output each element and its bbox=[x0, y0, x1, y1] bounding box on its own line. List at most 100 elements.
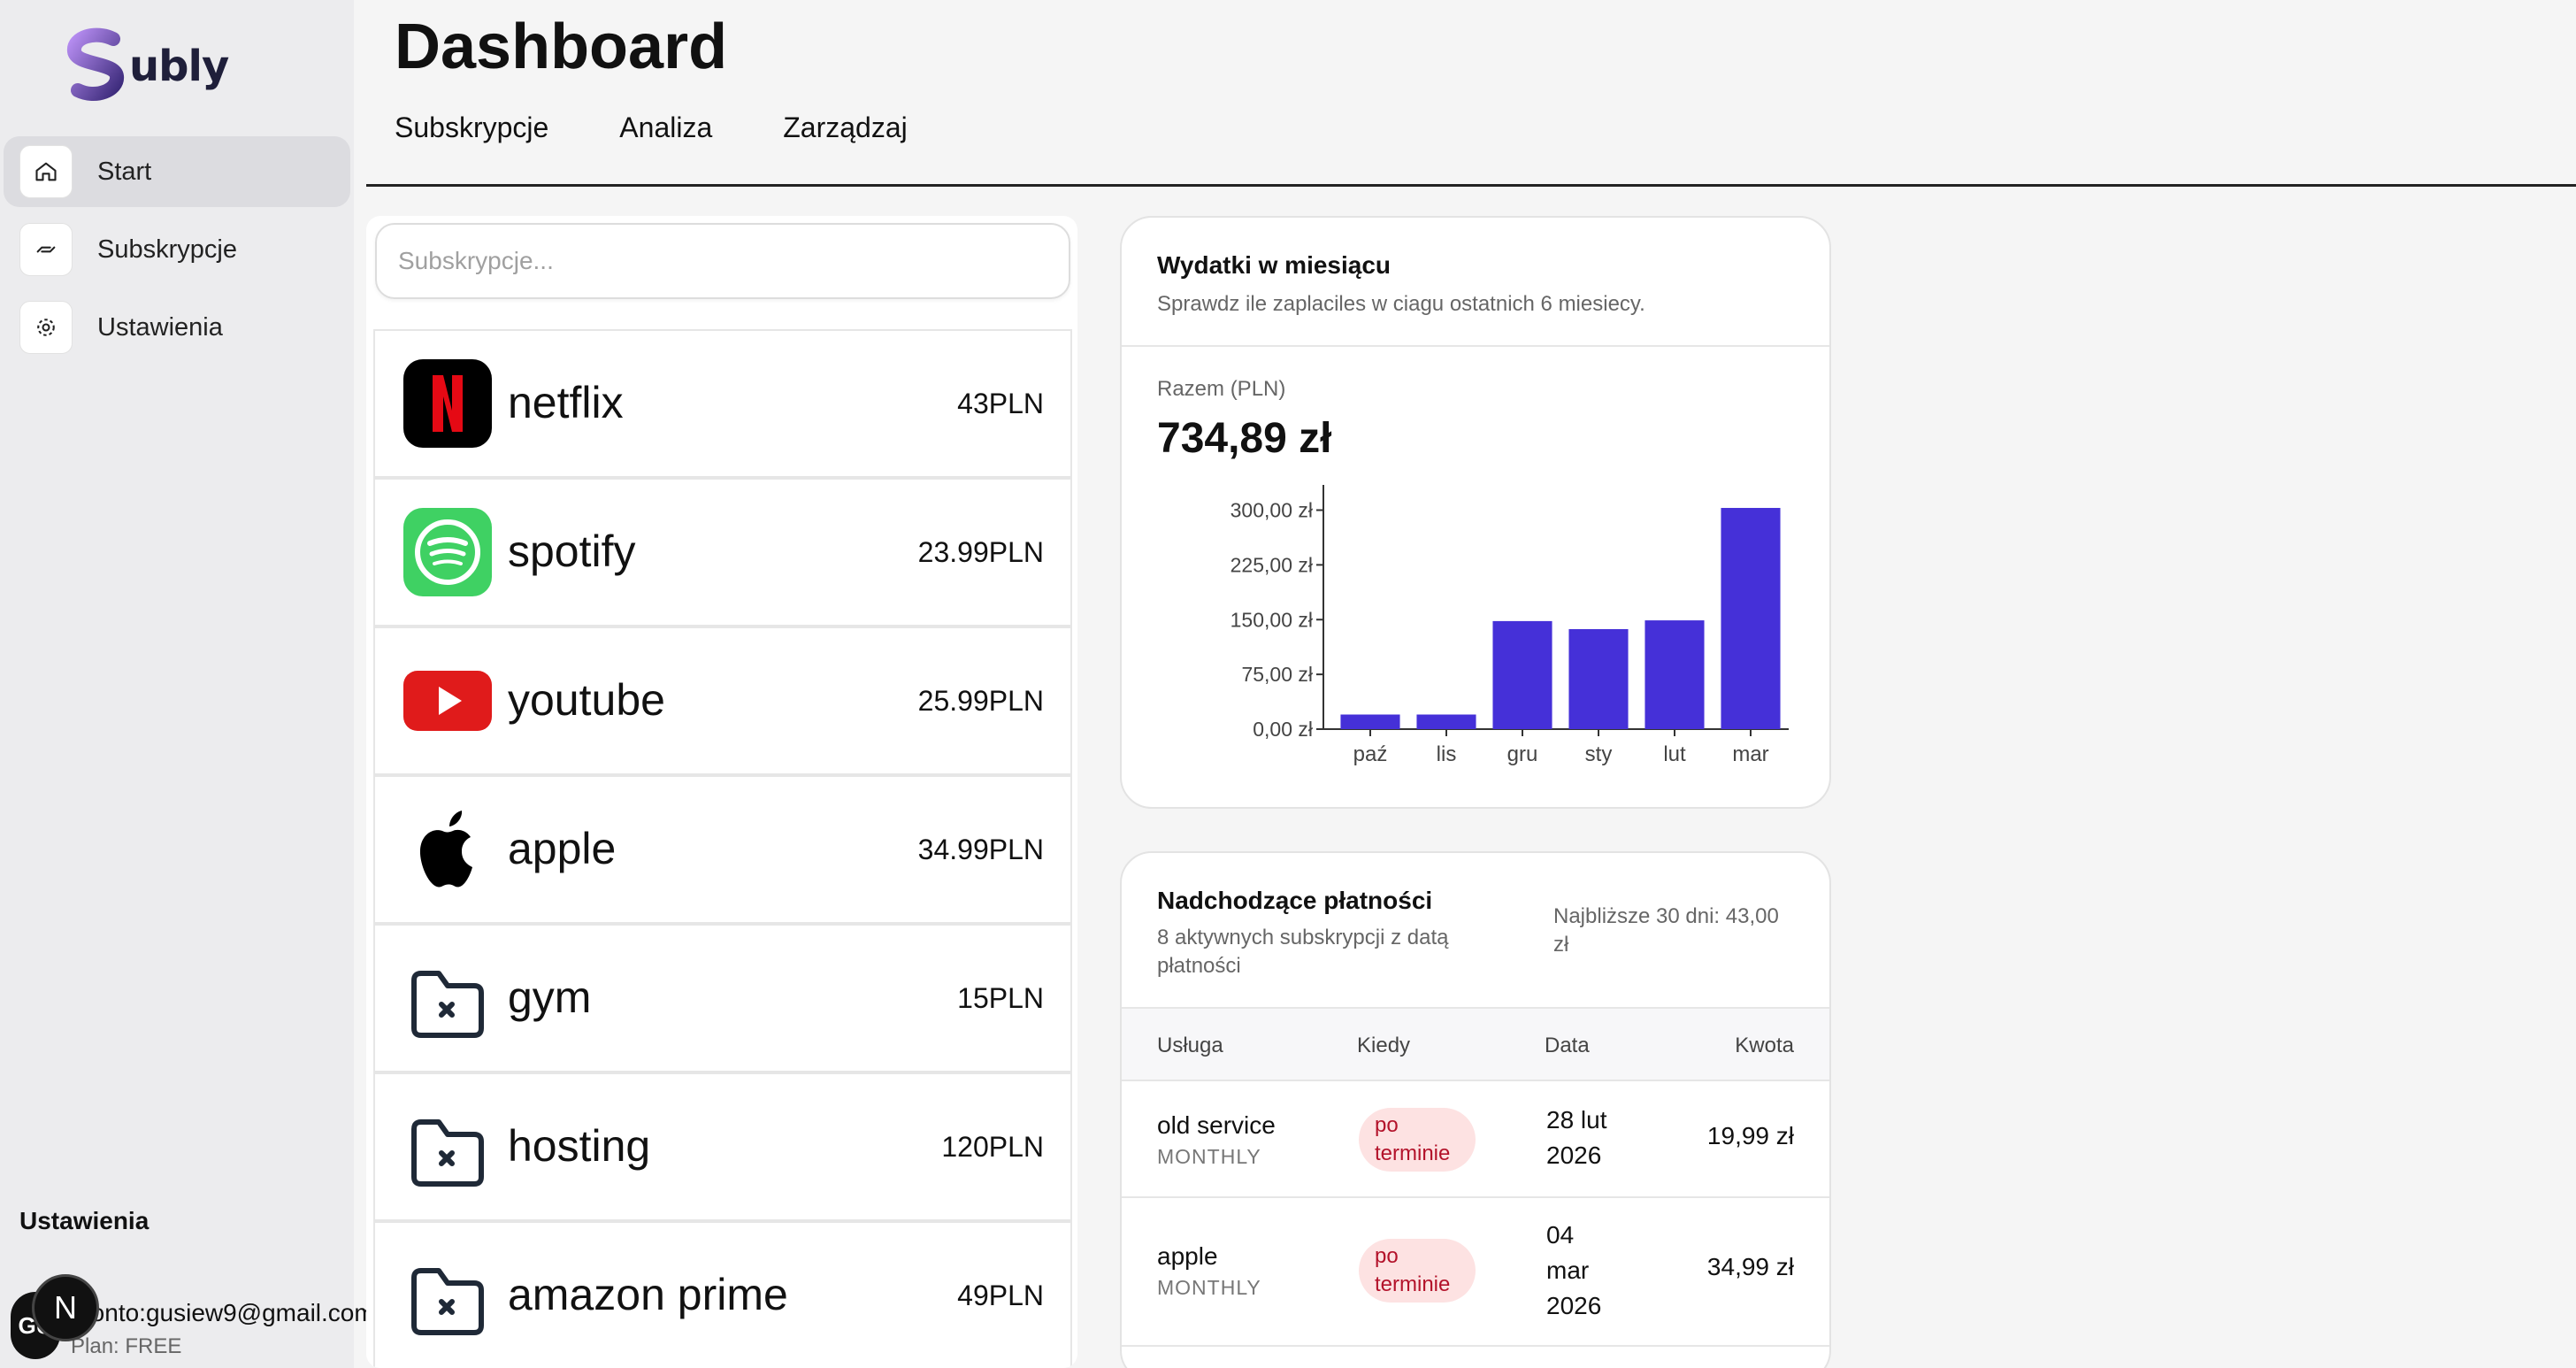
subscription-name: youtube bbox=[508, 675, 665, 725]
payment-amount: 34,99 zł bbox=[1706, 1253, 1794, 1280]
y-tick-label: 75,00 zł bbox=[1241, 663, 1313, 686]
sidebar-item-label: Subskrypcje bbox=[97, 234, 237, 264]
subscription-name: amazon prime bbox=[508, 1270, 788, 1319]
subscription-price: 25.99PLN bbox=[917, 685, 1044, 717]
column-header-date: Data bbox=[1545, 1034, 1590, 1057]
list-item[interactable]: youtube 25.99PLN bbox=[373, 626, 1072, 775]
search-input[interactable] bbox=[375, 223, 1070, 299]
netflix-icon bbox=[403, 359, 492, 448]
total-value: 734,89 zł bbox=[1157, 415, 1332, 462]
spending-bar-chart: 0,00 zł 75,00 zł 150,00 zł 225,00 zł 300,00 … bbox=[1230, 485, 1789, 766]
x-tick-label: lis bbox=[1437, 742, 1457, 766]
payment-date: 28 lut 2026 bbox=[1546, 1106, 1607, 1169]
subscription-price: 34.99PLN bbox=[917, 834, 1044, 865]
sidebar-item-subskrypcje[interactable]: Subskrypcje bbox=[4, 214, 350, 285]
tab-analiza[interactable]: Analiza bbox=[619, 111, 713, 143]
account-email: Konto:gusiew9@gmail.com bbox=[74, 1299, 375, 1326]
dev-tools-badge[interactable]: N bbox=[32, 1274, 99, 1341]
account-info[interactable]: GU Konto:gusiew9@gmail.com Plan: FREE N bbox=[0, 1274, 407, 1363]
home-icon bbox=[19, 145, 73, 198]
list-item[interactable]: hosting 120PLN bbox=[373, 1072, 1072, 1221]
chart-bar bbox=[1644, 620, 1705, 729]
folder-x-icon bbox=[411, 971, 484, 1038]
service-frequency: MONTHLY bbox=[1157, 1276, 1261, 1299]
service-frequency: MONTHLY bbox=[1157, 1145, 1261, 1168]
logo-s-icon bbox=[67, 27, 124, 101]
settings-section-label[interactable]: Ustawienia bbox=[19, 1207, 150, 1234]
card-title: Nadchodzące płatności bbox=[1157, 887, 1433, 914]
chart-bar bbox=[1568, 628, 1629, 729]
column-header-amount: Kwota bbox=[1735, 1034, 1794, 1057]
chart-bar bbox=[1416, 714, 1476, 729]
subscriptions-icon bbox=[19, 223, 73, 276]
settings-icon bbox=[19, 301, 73, 354]
account-plan: Plan: FREE bbox=[71, 1334, 182, 1358]
service-name: apple bbox=[1157, 1242, 1218, 1270]
sidebar-nav: Start Subskrypcje Ustawienia bbox=[0, 136, 354, 370]
chart-bar bbox=[1492, 620, 1552, 729]
subscription-name: spotify bbox=[508, 526, 636, 576]
tab-zarzadzaj[interactable]: Zarządzaj bbox=[783, 111, 908, 143]
y-tick-label: 300,00 zł bbox=[1230, 499, 1313, 522]
list-item[interactable]: netflix 43PLN bbox=[373, 329, 1072, 478]
x-tick-label: paź bbox=[1353, 742, 1388, 766]
sidebar-item-ustawienia[interactable]: Ustawienia bbox=[4, 292, 350, 363]
column-header-service: Usługa bbox=[1157, 1034, 1223, 1057]
header-divider bbox=[366, 184, 2576, 187]
sidebar-item-start[interactable]: Start bbox=[4, 136, 350, 207]
y-tick-label: 150,00 zł bbox=[1230, 608, 1313, 631]
tab-subskrypcje[interactable]: Subskrypcje bbox=[395, 111, 549, 143]
list-item[interactable]: amazon prime 49PLN bbox=[373, 1221, 1072, 1368]
chart-bar bbox=[1340, 714, 1400, 729]
subscription-price: 43PLN bbox=[957, 388, 1044, 419]
card-subtitle: Sprawdz ile zaplaciles w ciagu ostatnich… bbox=[1157, 292, 1645, 316]
subscription-name: apple bbox=[508, 824, 617, 873]
table-row[interactable]: old service MONTHLY po terminie 28 lut 2… bbox=[1122, 1081, 1829, 1198]
next-30-days-summary: Najbliższe 30 dni: 43,00 zł bbox=[1553, 904, 1779, 957]
x-tick-label: mar bbox=[1732, 742, 1768, 766]
subscription-list-panel: netflix 43PLN spotify 23.99PLN youtube 2… bbox=[366, 216, 1077, 1368]
y-tick-label: 225,00 zł bbox=[1230, 553, 1313, 576]
subscription-price: 15PLN bbox=[957, 982, 1044, 1014]
x-tick-label: gru bbox=[1507, 742, 1538, 766]
youtube-icon bbox=[403, 671, 492, 731]
chart-bar bbox=[1721, 508, 1781, 729]
x-tick-label: sty bbox=[1585, 742, 1613, 766]
app-name: ubly bbox=[129, 42, 229, 91]
sidebar-item-label: Start bbox=[97, 157, 152, 186]
subscription-price: 23.99PLN bbox=[917, 536, 1044, 568]
folder-x-icon bbox=[411, 1119, 484, 1187]
subscription-name: gym bbox=[508, 972, 592, 1022]
subscription-price: 49PLN bbox=[957, 1280, 1044, 1311]
subscription-name: netflix bbox=[508, 378, 624, 427]
x-tick-label: lut bbox=[1663, 742, 1686, 766]
status-badge: po terminie bbox=[1359, 1108, 1476, 1172]
subscription-name: hosting bbox=[508, 1121, 651, 1171]
monthly-spending-card: Wydatki w miesiącu Sprawdz ile zaplacile… bbox=[1120, 216, 1831, 809]
spotify-icon bbox=[403, 508, 492, 596]
app-logo[interactable]: ubly bbox=[60, 27, 229, 103]
column-header-when: Kiedy bbox=[1357, 1034, 1411, 1057]
apple-icon bbox=[419, 811, 472, 888]
payment-date: 04 mar 2026 bbox=[1546, 1221, 1602, 1319]
y-tick-label: 0,00 zł bbox=[1253, 718, 1313, 741]
tab-bar: Subskrypcje Analiza Zarządzaj bbox=[395, 111, 978, 144]
subscription-price: 120PLN bbox=[941, 1131, 1044, 1163]
list-item[interactable]: apple 34.99PLN bbox=[373, 775, 1072, 924]
sidebar-item-label: Ustawienia bbox=[97, 312, 223, 342]
card-header: Nadchodzące płatności 8 aktywnych subskr… bbox=[1122, 853, 1829, 1009]
folder-x-icon bbox=[411, 1268, 484, 1335]
sidebar: ubly Start Subskrypcje Ustawienia Ustawi… bbox=[0, 0, 354, 1368]
upcoming-payments-card: Nadchodzące płatności 8 aktywnych subskr… bbox=[1120, 851, 1831, 1368]
subscription-list: netflix 43PLN spotify 23.99PLN youtube 2… bbox=[373, 329, 1072, 1368]
list-item[interactable]: spotify 23.99PLN bbox=[373, 478, 1072, 626]
card-title: Wydatki w miesiącu bbox=[1157, 251, 1392, 279]
list-item[interactable]: gym 15PLN bbox=[373, 924, 1072, 1072]
status-badge: po terminie bbox=[1359, 1239, 1476, 1303]
payment-amount: 19,99 zł bbox=[1706, 1122, 1794, 1149]
page-title: Dashboard bbox=[395, 12, 728, 82]
service-name: old service bbox=[1157, 1111, 1276, 1139]
table-header: Usługa Kiedy Data Kwota bbox=[1122, 1009, 1829, 1081]
card-header: Wydatki w miesiącu Sprawdz ile zaplacile… bbox=[1122, 218, 1829, 347]
table-row[interactable]: apple MONTHLY po terminie 04 mar 2026 34… bbox=[1122, 1198, 1829, 1347]
